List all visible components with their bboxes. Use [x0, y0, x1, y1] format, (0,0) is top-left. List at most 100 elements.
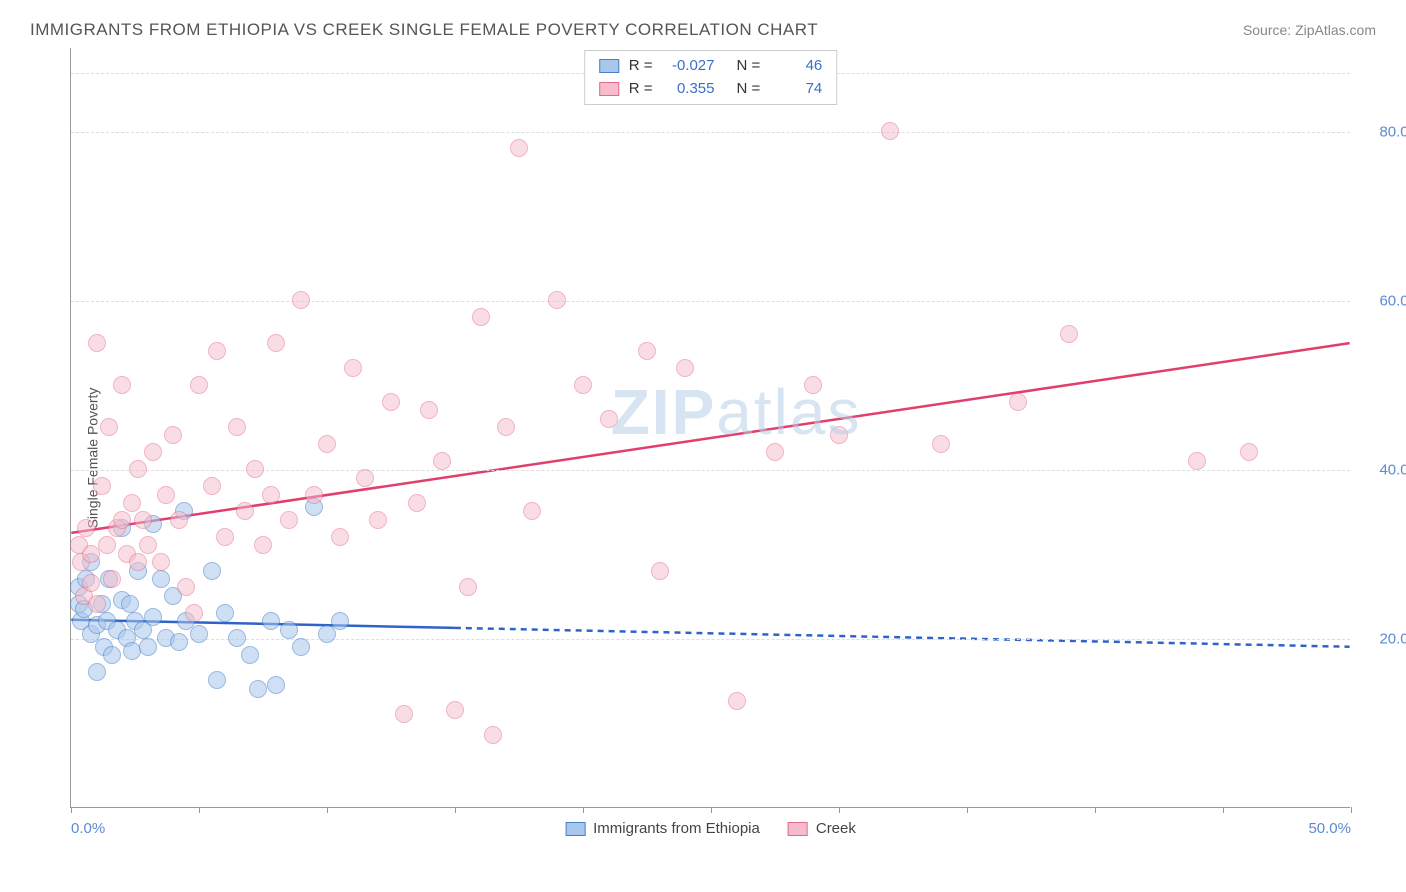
- data-point-creek: [446, 701, 464, 719]
- data-point-creek: [185, 604, 203, 622]
- data-point-creek: [77, 519, 95, 537]
- data-point-creek: [88, 334, 106, 352]
- chart-title: IMMIGRANTS FROM ETHIOPIA VS CREEK SINGLE…: [30, 20, 818, 40]
- data-point-creek: [1060, 325, 1078, 343]
- y-tick-label: 40.0%: [1379, 462, 1406, 479]
- stat-n-value: 46: [770, 55, 822, 78]
- data-point-ethiopia: [103, 646, 121, 664]
- data-point-ethiopia: [144, 608, 162, 626]
- plot-area: ZIPatlas R = -0.027 N = 46 R = 0.355 N =…: [70, 48, 1350, 808]
- data-point-creek: [638, 342, 656, 360]
- stat-r-value: -0.027: [663, 55, 715, 78]
- y-tick-label: 80.0%: [1379, 124, 1406, 141]
- data-point-creek: [472, 308, 490, 326]
- data-point-ethiopia: [152, 570, 170, 588]
- stat-n-label: N =: [737, 55, 761, 78]
- data-point-creek: [331, 528, 349, 546]
- data-point-creek: [208, 342, 226, 360]
- x-tick: [583, 807, 584, 813]
- swatch-icon: [599, 59, 619, 73]
- data-point-creek: [433, 452, 451, 470]
- y-tick-label: 60.0%: [1379, 293, 1406, 310]
- data-point-creek: [144, 443, 162, 461]
- data-point-creek: [129, 460, 147, 478]
- x-tick-label: 0.0%: [71, 820, 105, 837]
- gridline: [71, 301, 1350, 302]
- x-tick: [327, 807, 328, 813]
- data-point-creek: [100, 418, 118, 436]
- stat-r-value: 0.355: [663, 78, 715, 101]
- data-point-creek: [228, 418, 246, 436]
- stat-r-label: R =: [629, 78, 653, 101]
- data-point-ethiopia: [228, 629, 246, 647]
- legend-item: Immigrants from Ethiopia: [565, 820, 760, 837]
- data-point-creek: [395, 705, 413, 723]
- legend-label: Immigrants from Ethiopia: [593, 820, 760, 837]
- data-point-creek: [651, 562, 669, 580]
- data-point-ethiopia: [121, 595, 139, 613]
- gridline: [71, 132, 1350, 133]
- x-tick: [199, 807, 200, 813]
- data-point-creek: [523, 502, 541, 520]
- watermark: ZIPatlas: [611, 375, 862, 449]
- x-tick-label: 50.0%: [1308, 820, 1351, 837]
- data-point-creek: [157, 486, 175, 504]
- swatch-icon: [599, 82, 619, 96]
- x-tick: [455, 807, 456, 813]
- chart-container: Single Female Poverty ZIPatlas R = -0.02…: [30, 48, 1376, 868]
- data-point-ethiopia: [208, 671, 226, 689]
- data-point-creek: [497, 418, 515, 436]
- data-point-creek: [280, 511, 298, 529]
- data-point-creek: [103, 570, 121, 588]
- data-point-creek: [676, 359, 694, 377]
- data-point-ethiopia: [280, 621, 298, 639]
- data-point-ethiopia: [203, 562, 221, 580]
- data-point-creek: [420, 401, 438, 419]
- data-point-creek: [382, 393, 400, 411]
- data-point-creek: [139, 536, 157, 554]
- data-point-creek: [98, 536, 116, 554]
- legend-item: Creek: [788, 820, 856, 837]
- data-point-ethiopia: [262, 612, 280, 630]
- swatch-icon: [788, 822, 808, 836]
- data-point-creek: [830, 426, 848, 444]
- legend-bottom: Immigrants from Ethiopia Creek: [565, 820, 856, 837]
- data-point-creek: [574, 376, 592, 394]
- data-point-creek: [177, 578, 195, 596]
- data-point-creek: [246, 460, 264, 478]
- data-point-ethiopia: [331, 612, 349, 630]
- data-point-ethiopia: [216, 604, 234, 622]
- data-point-creek: [88, 595, 106, 613]
- data-point-creek: [164, 426, 182, 444]
- x-tick: [1095, 807, 1096, 813]
- data-point-ethiopia: [139, 638, 157, 656]
- data-point-creek: [203, 477, 221, 495]
- data-point-creek: [344, 359, 362, 377]
- x-tick: [71, 807, 72, 813]
- x-tick: [839, 807, 840, 813]
- y-tick-label: 20.0%: [1379, 631, 1406, 648]
- data-point-creek: [262, 486, 280, 504]
- data-point-creek: [123, 494, 141, 512]
- data-point-creek: [548, 291, 566, 309]
- data-point-creek: [1188, 452, 1206, 470]
- stat-n-label: N =: [737, 78, 761, 101]
- data-point-ethiopia: [292, 638, 310, 656]
- data-point-creek: [113, 376, 131, 394]
- data-point-creek: [600, 410, 618, 428]
- data-point-ethiopia: [190, 625, 208, 643]
- data-point-creek: [129, 553, 147, 571]
- x-tick: [1223, 807, 1224, 813]
- stat-n-value: 74: [770, 78, 822, 101]
- data-point-creek: [170, 511, 188, 529]
- data-point-creek: [93, 477, 111, 495]
- data-point-creek: [134, 511, 152, 529]
- data-point-ethiopia: [249, 680, 267, 698]
- data-point-creek: [1009, 393, 1027, 411]
- data-point-creek: [318, 435, 336, 453]
- data-point-creek: [190, 376, 208, 394]
- data-point-creek: [510, 139, 528, 157]
- data-point-creek: [728, 692, 746, 710]
- data-point-creek: [216, 528, 234, 546]
- data-point-creek: [82, 574, 100, 592]
